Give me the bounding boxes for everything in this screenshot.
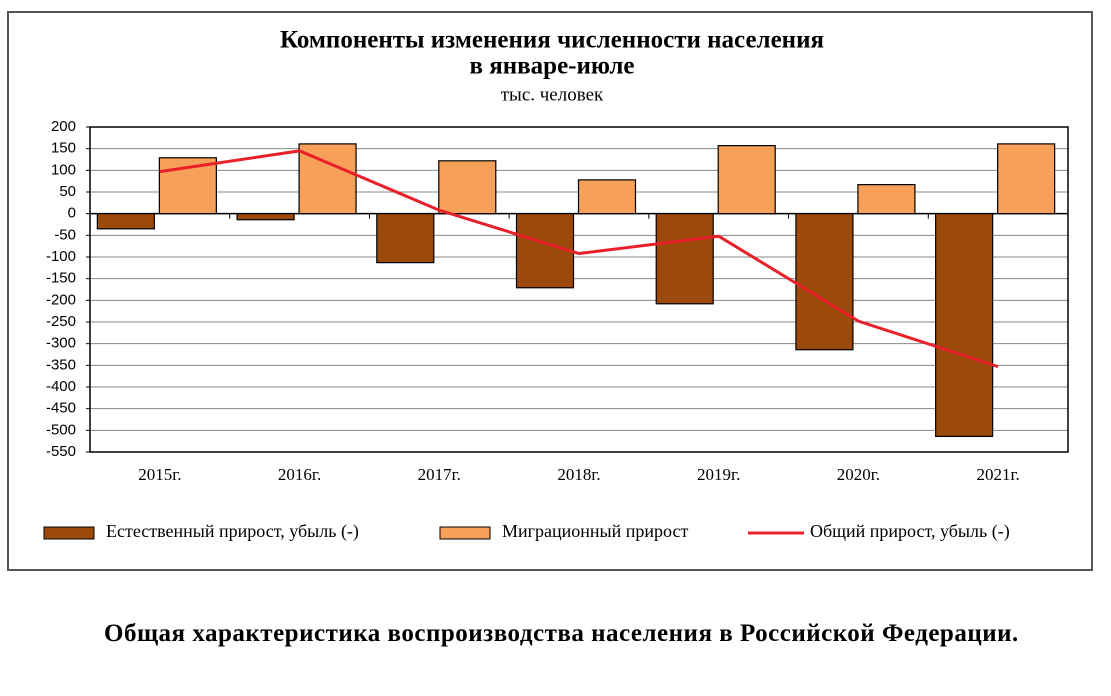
bar: [515, 213, 575, 289]
x-tick-label: 2018г.: [557, 465, 600, 484]
bar: [857, 184, 916, 215]
y-tick-label: 150: [51, 140, 76, 157]
plot-area: [90, 127, 1068, 452]
line: [159, 149, 999, 369]
chart-title: в январе-июле: [469, 53, 634, 80]
y-tick-label: -250: [46, 313, 76, 330]
y-tick-label: -500: [46, 421, 76, 438]
y-tick-label: -350: [46, 356, 76, 373]
legend-swatch: [439, 526, 491, 540]
y-tick-label: -50: [54, 226, 76, 243]
plot-border: [89, 126, 1069, 453]
bar: [438, 160, 497, 215]
y-tick-label: 100: [51, 161, 76, 178]
bar: [376, 213, 435, 264]
legend-label: Миграционный прирост: [502, 521, 688, 541]
x-tick-label: 2017г.: [418, 465, 461, 484]
paragraph: Общая характеристика воспроизводства нас…: [104, 620, 1019, 647]
bar: [997, 143, 1056, 215]
chart-title: Компоненты изменения численности населен…: [280, 27, 824, 54]
y-tick-label: -100: [46, 248, 76, 265]
y-tick-label: 0: [68, 205, 76, 222]
legend-label: Естественный прирост, убыль (-): [106, 521, 359, 542]
y-tick-label: 50: [59, 183, 76, 200]
x-tick-label: 2016г.: [278, 465, 321, 484]
y-tick-label: -550: [46, 443, 76, 460]
bar: [795, 213, 854, 351]
y-tick-label: -150: [46, 270, 76, 287]
bar: [96, 213, 155, 230]
bar: [935, 213, 994, 438]
y-tick-label: -400: [46, 378, 76, 395]
y-tick-label: -300: [46, 335, 76, 352]
x-tick-label: 2015г.: [138, 465, 181, 484]
x-tick-label: 2020г.: [837, 465, 880, 484]
bar: [236, 213, 295, 221]
bar: [577, 179, 637, 215]
bar: [717, 145, 776, 215]
legend-label: Общий прирост, убыль (-): [810, 521, 1010, 542]
y-tick-label: 200: [51, 118, 76, 135]
y-tick-label: -450: [46, 400, 76, 417]
x-tick-label: 2021г.: [976, 465, 1019, 484]
x-tick-label: 2019г.: [697, 465, 740, 484]
chart: Компоненты изменения численности населен…: [7, 11, 1093, 571]
chart-subtitle: тыс. человек: [501, 84, 604, 105]
legend-swatch: [43, 526, 95, 540]
bar: [655, 213, 714, 305]
y-tick-label: -200: [46, 291, 76, 308]
